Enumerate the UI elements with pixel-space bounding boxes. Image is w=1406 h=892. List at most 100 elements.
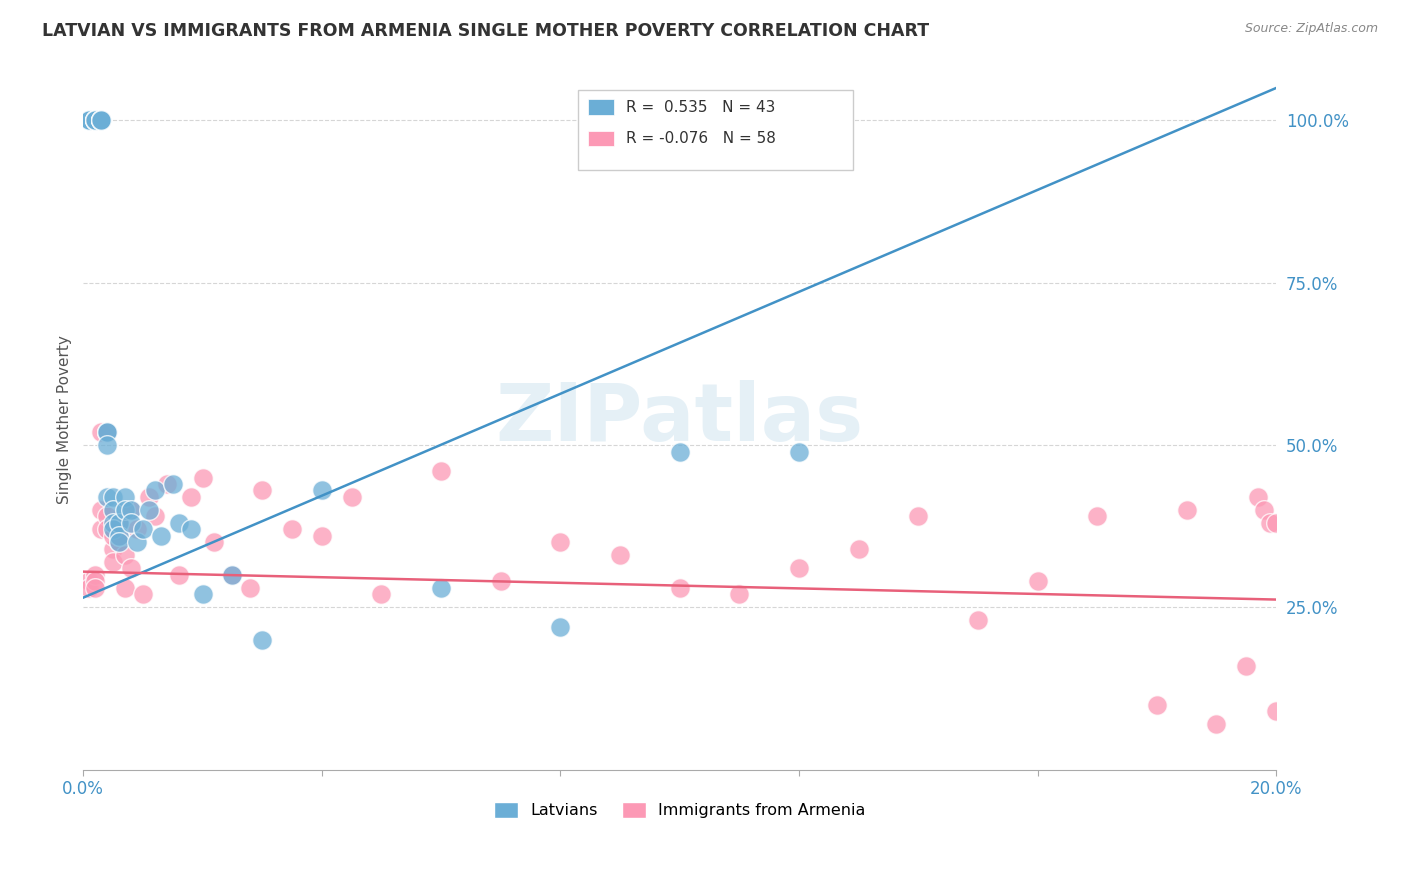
Text: R =  0.535   N = 43: R = 0.535 N = 43 (626, 100, 775, 114)
Point (1205, 717, 1227, 731)
Point (1247, 490, 1270, 504)
Point (250, 483, 273, 498)
Point (84, 581, 107, 595)
Point (101, 516, 124, 530)
Point (120, 516, 142, 530)
Point (156, 477, 179, 491)
Point (90, 113, 112, 128)
Point (101, 555, 124, 569)
Point (90, 113, 112, 128)
Point (167, 516, 190, 530)
Point (311, 529, 333, 543)
Point (108, 516, 131, 530)
Point (250, 632, 273, 647)
Text: LATVIAN VS IMMIGRANTS FROM ARMENIA SINGLE MOTHER POVERTY CORRELATION CHART: LATVIAN VS IMMIGRANTS FROM ARMENIA SINGL… (42, 22, 929, 40)
Point (84, 113, 107, 128)
Point (77, 113, 100, 128)
Point (489, 574, 512, 589)
Point (114, 549, 136, 563)
Point (101, 541, 124, 556)
Point (90, 425, 112, 439)
Point (1258, 516, 1281, 530)
Point (120, 503, 142, 517)
Point (668, 444, 690, 458)
Point (1265, 516, 1288, 530)
Point (125, 535, 148, 549)
Point (90, 113, 112, 128)
Point (96, 523, 118, 537)
Point (787, 561, 810, 575)
Point (108, 535, 131, 549)
Text: Source: ZipAtlas.com: Source: ZipAtlas.com (1244, 22, 1378, 36)
Point (180, 523, 202, 537)
Point (101, 490, 124, 504)
FancyBboxPatch shape (588, 131, 614, 146)
Point (96, 509, 118, 524)
Point (239, 581, 262, 595)
Point (191, 470, 214, 484)
Point (728, 587, 751, 601)
Point (340, 490, 363, 504)
Point (90, 523, 112, 537)
Point (180, 490, 202, 504)
Point (77, 113, 100, 128)
Point (221, 567, 243, 582)
Point (311, 483, 333, 498)
Point (1175, 503, 1198, 517)
Point (96, 425, 118, 439)
Point (101, 503, 124, 517)
Point (787, 444, 810, 458)
Y-axis label: Single Mother Poverty: Single Mother Poverty (58, 334, 72, 503)
Legend: Latvians, Immigrants from Armenia: Latvians, Immigrants from Armenia (488, 796, 872, 825)
Point (77, 113, 100, 128)
Point (101, 529, 124, 543)
Point (84, 113, 107, 128)
Point (114, 581, 136, 595)
Point (84, 574, 107, 589)
Point (77, 574, 100, 589)
Point (138, 490, 160, 504)
Point (1026, 574, 1049, 589)
Point (430, 464, 453, 478)
FancyBboxPatch shape (578, 89, 852, 170)
Point (1265, 704, 1288, 718)
Point (191, 587, 214, 601)
Point (1085, 509, 1108, 524)
Point (96, 490, 118, 504)
Point (120, 503, 142, 517)
Point (668, 581, 690, 595)
Point (96, 425, 118, 439)
Point (84, 113, 107, 128)
Point (108, 529, 131, 543)
Point (167, 567, 190, 582)
FancyBboxPatch shape (588, 99, 614, 115)
Point (143, 509, 166, 524)
Point (609, 549, 631, 563)
Point (101, 523, 124, 537)
Text: ZIPatlas: ZIPatlas (495, 380, 863, 458)
Point (114, 490, 136, 504)
Point (90, 113, 112, 128)
Point (90, 113, 112, 128)
Point (143, 483, 166, 498)
Point (221, 567, 243, 582)
Point (132, 587, 155, 601)
Point (550, 535, 572, 549)
Point (149, 529, 172, 543)
Point (96, 438, 118, 452)
Point (848, 541, 870, 556)
Point (132, 523, 155, 537)
Point (967, 613, 990, 627)
Point (281, 523, 304, 537)
Point (90, 503, 112, 517)
Point (1253, 503, 1275, 517)
Point (120, 561, 142, 575)
Point (550, 620, 572, 634)
Point (108, 529, 131, 543)
Point (84, 567, 107, 582)
Point (370, 587, 392, 601)
Point (84, 113, 107, 128)
Point (125, 523, 148, 537)
Point (430, 581, 453, 595)
Point (114, 503, 136, 517)
